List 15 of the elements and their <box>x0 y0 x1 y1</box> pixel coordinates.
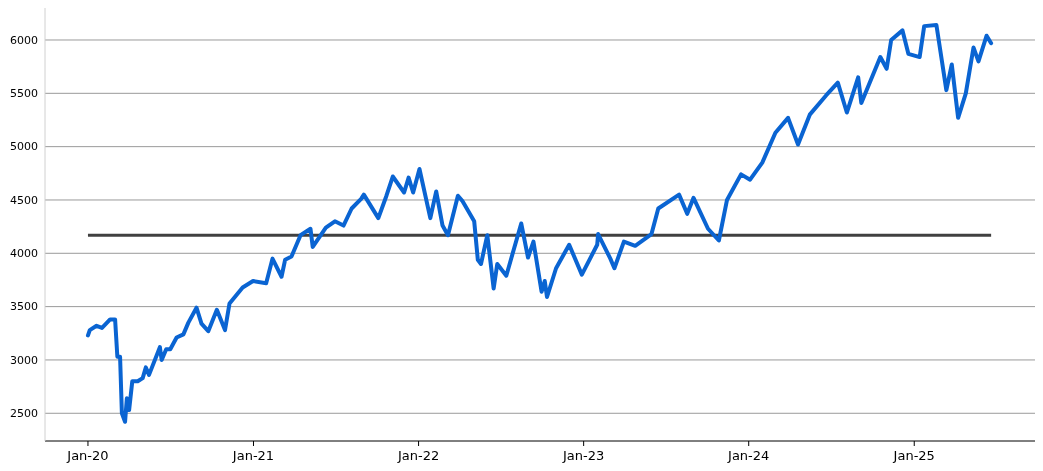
y-tick-label: 4500 <box>10 193 38 207</box>
x-tick-label: Jan-21 <box>231 448 275 463</box>
y-tick-label: 3500 <box>10 300 38 314</box>
x-tick-label: Jan-25 <box>892 448 935 463</box>
line-series <box>85 23 994 424</box>
x-tick-label: Jan-20 <box>66 448 109 463</box>
y-tick-label: 5500 <box>10 87 38 101</box>
y-tick-label: 5000 <box>10 140 38 154</box>
x-tick-label: Jan-24 <box>727 448 770 463</box>
y-tick-label: 3000 <box>10 353 38 367</box>
x-tick-label: Jan-22 <box>396 448 440 463</box>
y-tick-label: 6000 <box>10 33 38 47</box>
y-tick-label: 4000 <box>10 247 38 261</box>
y-tick-label: 2500 <box>10 407 38 421</box>
x-tick-label: Jan-23 <box>562 448 605 463</box>
